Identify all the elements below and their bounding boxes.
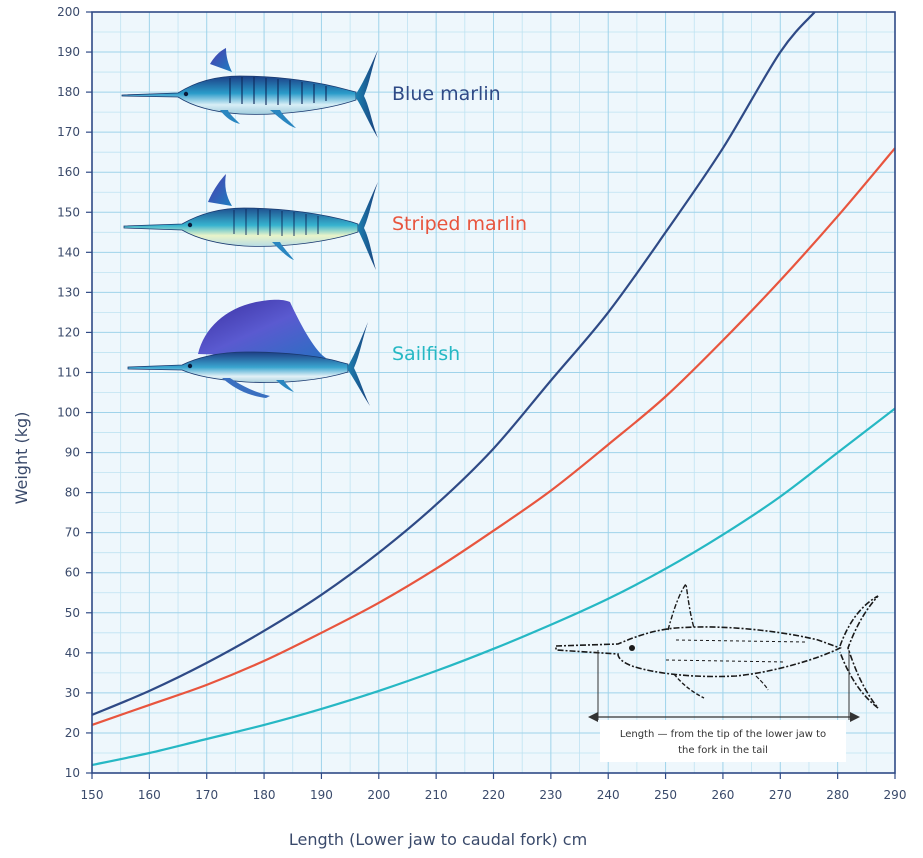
measurement-note-line-2: the fork in the tail [678,745,768,756]
x-tick-label: 190 [310,788,333,802]
series-line-blue-marlin [91,11,816,716]
y-tick-label: 160 [57,165,80,179]
y-tick-label: 80 [65,486,80,500]
x-tick-label: 180 [253,788,276,802]
legend-label-sailfish: Sailfish [392,343,460,365]
y-tick-label: 50 [65,606,80,620]
y-tick-label: 20 [65,726,80,740]
x-tick-label: 160 [138,788,161,802]
y-tick-label: 60 [65,566,80,580]
blue-marlin-fish-icon [121,48,378,138]
fish-outline-measurement-icon [555,582,879,722]
y-tick-label: 30 [65,686,80,700]
x-tick-label: 260 [711,788,734,802]
x-tick-label: 270 [769,788,792,802]
y-axis-label: Weight (kg) [12,412,31,505]
series-line-sailfish [91,407,896,767]
y-tick-label: 150 [57,205,80,219]
measurement-note: Length — from the tip of the lower jaw t… [600,720,846,762]
measurement-note-line-1: Length — from the tip of the lower jaw t… [620,729,826,740]
x-tick-label: 230 [539,788,562,802]
y-tick-label: 40 [65,646,80,660]
x-tick-label: 240 [597,788,620,802]
y-tick-label: 100 [57,406,80,420]
y-tick-label: 10 [65,766,80,780]
striped-marlin-fish-icon [123,174,378,270]
x-tick-label: 150 [81,788,104,802]
y-tick-label: 130 [57,285,80,299]
x-axis-label: Length (Lower jaw to caudal fork) cm [289,830,587,849]
y-tick-label: 90 [65,446,80,460]
series-curves [91,11,896,767]
series-line-striped-marlin [91,147,896,726]
y-tick-label: 170 [57,125,80,139]
tick-labels: 150 160 170 180 190 200 210 220 230 240 250 260 270 2… [57,5,906,802]
y-tick-label: 110 [57,365,80,379]
sailfish-icon [127,299,370,406]
x-tick-label: 200 [367,788,390,802]
y-tick-label: 140 [57,245,80,259]
y-tick-label: 180 [57,85,80,99]
x-tick-label: 290 [884,788,907,802]
y-tick-label: 70 [65,526,80,540]
x-tick-label: 220 [482,788,505,802]
legend-label-striped-marlin: Striped marlin [392,213,527,235]
y-tick-label: 200 [57,5,80,19]
y-tick-label: 190 [57,45,80,59]
x-tick-label: 250 [654,788,677,802]
x-tick-label: 210 [425,788,448,802]
series-legend: Blue marlin Striped marlin Sailfish [392,83,527,365]
legend-label-blue-marlin: Blue marlin [392,83,501,105]
x-tick-label: 170 [195,788,218,802]
x-tick-label: 280 [826,788,849,802]
y-tick-label: 120 [57,325,80,339]
